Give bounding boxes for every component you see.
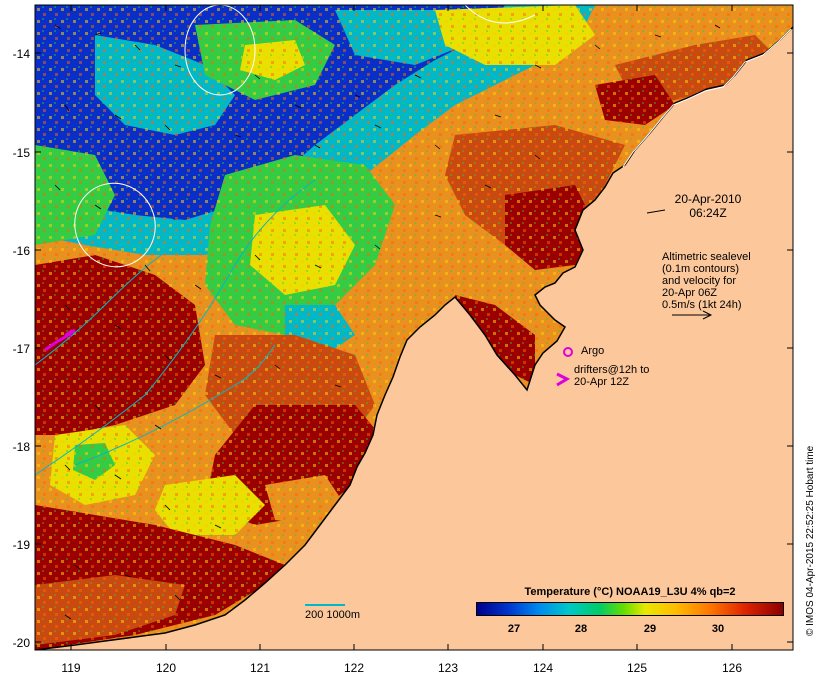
lon-label: 121 xyxy=(249,661,271,675)
lon-label: 126 xyxy=(721,661,743,675)
legend-line2: (0.1m contours) xyxy=(662,263,740,275)
image-date: 20-Apr-2010 06:24Z xyxy=(663,192,753,220)
image-date-line1: 20-Apr-2010 xyxy=(674,192,742,206)
lat-label: -14 xyxy=(12,47,30,61)
legend-line1: Altimetric sealevel xyxy=(662,251,751,263)
depth-contour-label: 200 1000m xyxy=(305,609,361,621)
lon-label: 122 xyxy=(343,661,365,675)
argo-label: Argo xyxy=(581,345,605,357)
lon-label: 124 xyxy=(532,661,554,675)
lon-label: 120 xyxy=(155,661,177,675)
temperature-colorbar xyxy=(476,602,784,616)
image-date-line2: 06:24Z xyxy=(689,206,727,220)
credit-label: © IMOS 04-Apr-2015 22:52:25 Hobart time xyxy=(805,445,816,636)
lat-label: -19 xyxy=(12,538,30,552)
lat-label: -18 xyxy=(12,440,30,454)
lat-label: -16 xyxy=(12,244,30,258)
legend-line5: 0.5m/s (1kt 24h) xyxy=(662,299,742,311)
drifters-label: drifters@12h to 20-Apr 12Z xyxy=(574,364,649,388)
lon-label: 125 xyxy=(626,661,648,675)
legend-line4: 20-Apr 06Z xyxy=(662,287,718,299)
colorbar-tick: 28 xyxy=(574,623,588,635)
lat-label: -17 xyxy=(12,342,30,356)
sst-map: 20-Apr-2010 06:24Z Altimetric sealevel (… xyxy=(35,5,793,650)
lon-label: 119 xyxy=(61,661,81,675)
drifters-line2: 20-Apr 12Z xyxy=(574,376,630,388)
colorbar-tick: 27 xyxy=(507,623,521,635)
legend-line3: and velocity for xyxy=(662,275,736,287)
lon-label: 123 xyxy=(437,661,459,675)
colorbar-tick: 30 xyxy=(711,623,725,635)
sst-map-canvas xyxy=(35,5,793,650)
lat-label: -20 xyxy=(12,636,30,650)
colorbar-title: Temperature (°C) NOAA19_L3U 4% qb=2 xyxy=(524,586,736,598)
lat-label: -15 xyxy=(12,146,30,160)
altimetry-legend: Altimetric sealevel (0.1m contours) and … xyxy=(662,251,751,311)
colorbar-tick: 29 xyxy=(643,623,657,635)
drifters-line1: drifters@12h to xyxy=(574,364,650,376)
